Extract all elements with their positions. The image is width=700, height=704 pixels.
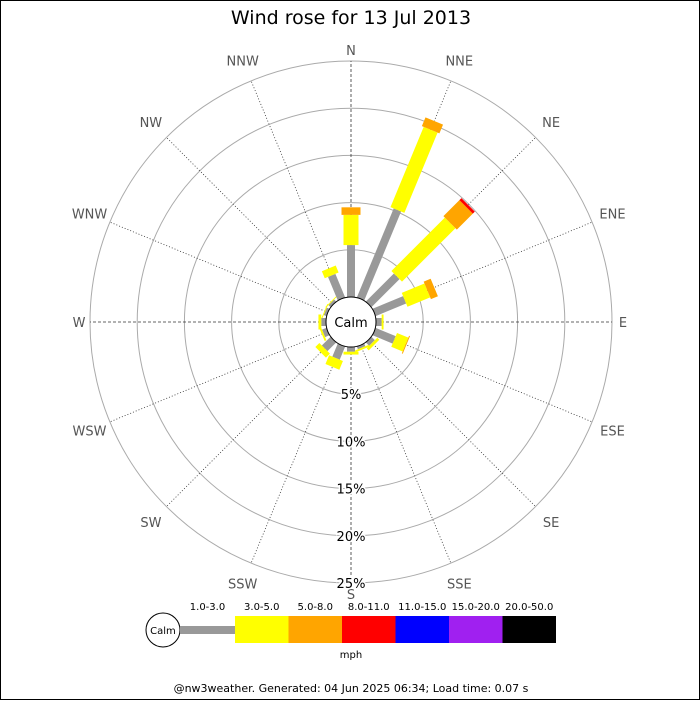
legend-label: 3.0-5.0 xyxy=(244,602,279,613)
bar-segment xyxy=(341,207,361,215)
bar-segment xyxy=(381,314,384,330)
direction-label: W xyxy=(73,316,86,331)
spoke xyxy=(368,339,536,507)
ring-label: 20% xyxy=(337,530,366,545)
bar-segment xyxy=(322,327,330,338)
bar-segment xyxy=(343,214,359,246)
bar-segment xyxy=(423,278,438,300)
grid-ring xyxy=(231,202,471,442)
bar-segment xyxy=(372,296,407,317)
direction-label: SSE xyxy=(447,577,472,592)
footer: @nw3weather. Generated: 04 Jun 2025 06:3… xyxy=(174,682,529,695)
spoke xyxy=(166,339,334,507)
direction-label: S xyxy=(347,588,355,603)
legend-calm-label: Calm xyxy=(150,626,176,637)
direction-label: SW xyxy=(140,516,161,531)
ring-label: 5% xyxy=(341,388,362,403)
bar-segment xyxy=(321,318,327,326)
legend-swatch xyxy=(180,626,235,634)
spoke xyxy=(109,221,329,313)
direction-label: E xyxy=(619,316,627,331)
bar-segment xyxy=(390,126,438,213)
bar-segment xyxy=(321,304,329,319)
direction-label: WSW xyxy=(73,424,107,439)
ring-label: 15% xyxy=(337,483,366,498)
bar-segment xyxy=(327,273,346,301)
spoke xyxy=(373,331,593,423)
bar-segment xyxy=(459,198,475,214)
bar-segment xyxy=(332,343,346,360)
legend-units: mph xyxy=(340,650,362,661)
direction-label: NW xyxy=(140,116,163,131)
bar-segment xyxy=(391,217,456,282)
bar-segment xyxy=(318,326,327,342)
legend-swatch xyxy=(449,616,503,643)
spoke xyxy=(166,137,334,305)
direction-label: SSW xyxy=(228,577,258,592)
legend-label: 15.0-20.0 xyxy=(452,602,500,613)
legend-swatch xyxy=(395,616,449,643)
bar-segment xyxy=(391,332,409,352)
legend-swatch xyxy=(502,616,556,643)
bar-segment xyxy=(325,296,337,308)
bar-segment xyxy=(365,336,375,346)
direction-label: SE xyxy=(543,516,559,531)
direction-label: ENE xyxy=(599,208,625,223)
bar-segment xyxy=(347,347,355,352)
calm-circle xyxy=(325,296,377,348)
legend-swatch xyxy=(342,616,396,643)
legend-label: 1.0-3.0 xyxy=(190,602,225,613)
direction-label: ESE xyxy=(600,424,625,439)
grid-ring xyxy=(136,107,566,537)
bar-segment xyxy=(321,265,339,279)
bar-segment xyxy=(401,283,431,307)
legend-label: 5.0-8.0 xyxy=(298,602,333,613)
legend-label: 8.0-11.0 xyxy=(348,602,390,613)
direction-label: NNW xyxy=(227,55,259,70)
legend-label: 11.0-15.0 xyxy=(398,602,446,613)
legend-swatch xyxy=(235,616,289,643)
legend-label: 20.0-50.0 xyxy=(505,602,553,613)
spoke xyxy=(109,331,329,423)
spoke xyxy=(360,344,452,564)
bar-segment xyxy=(356,343,366,350)
bar-segment xyxy=(318,314,322,330)
spoke xyxy=(250,344,342,564)
bar-segment xyxy=(401,335,411,354)
spoke xyxy=(250,80,342,300)
bar-segment xyxy=(354,344,370,353)
bar-segment xyxy=(315,343,330,358)
direction-label: WNW xyxy=(72,208,108,223)
bar-segment xyxy=(347,245,355,297)
direction-label: N xyxy=(346,44,356,59)
bar-segment xyxy=(343,351,359,355)
direction-label: NNE xyxy=(445,55,473,70)
bar-segment xyxy=(325,355,343,370)
calm-label: Calm xyxy=(334,316,367,331)
bars xyxy=(315,117,475,370)
direction-label: NE xyxy=(542,116,560,131)
bar-segment xyxy=(323,307,330,317)
bar-segment xyxy=(443,200,473,230)
bar-segment xyxy=(421,117,444,134)
bar-segment xyxy=(372,327,396,344)
bar-segment xyxy=(366,337,380,351)
bar-segment xyxy=(356,208,402,301)
bar-segment xyxy=(365,273,400,308)
legend-swatch xyxy=(288,616,342,643)
ring-label: 10% xyxy=(337,435,366,450)
bar-segment xyxy=(328,299,337,308)
chart-title: Wind rose for 13 Jul 2013 xyxy=(231,7,471,29)
bar-segment xyxy=(321,336,337,352)
ring-label: 25% xyxy=(337,577,366,592)
bar-segment xyxy=(375,318,382,326)
